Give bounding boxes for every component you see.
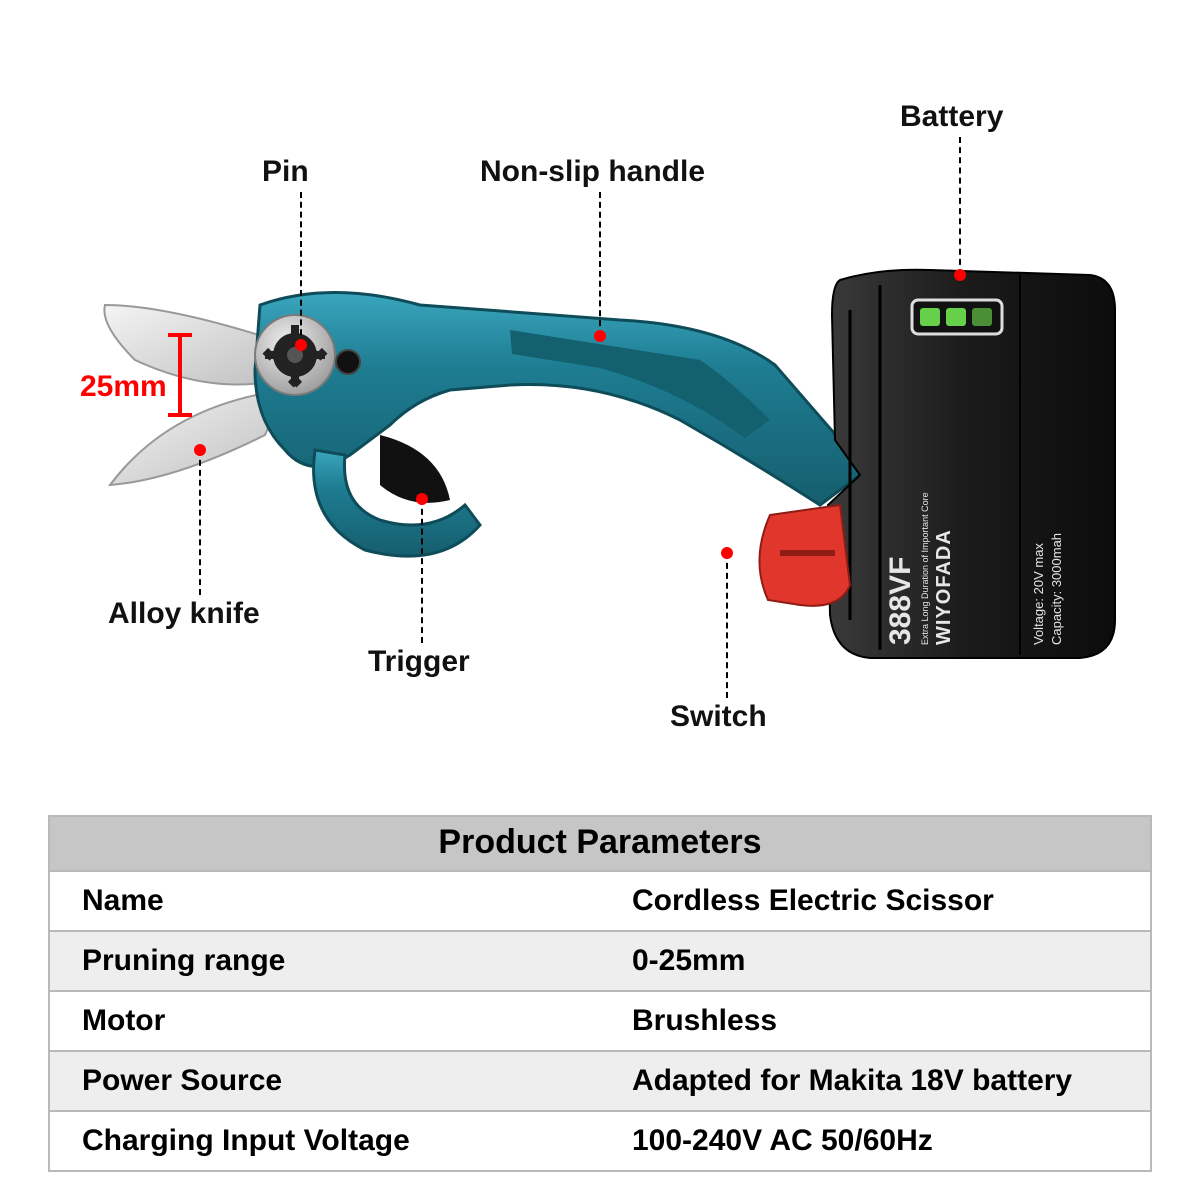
- callout-trigger-dot: [416, 493, 428, 505]
- callout-handle-dot: [594, 330, 606, 342]
- param-value: 100-240V AC 50/60Hz: [600, 1112, 1150, 1170]
- table-row: Motor Brushless: [50, 992, 1150, 1052]
- parameters-title: Product Parameters: [50, 817, 1150, 872]
- table-row: Charging Input Voltage 100-240V AC 50/60…: [50, 1112, 1150, 1170]
- callout-pin-dot: [295, 339, 307, 351]
- callout-battery-dot: [954, 269, 966, 281]
- battery-model: 388VF: [884, 557, 917, 645]
- callout-trigger-label: Trigger: [368, 645, 470, 679]
- parameters-table: Product Parameters Name Cordless Electri…: [48, 815, 1152, 1172]
- battery-brand: WIYOFADA: [933, 529, 955, 645]
- callout-alloy-leader: [199, 450, 201, 595]
- trigger: [380, 435, 450, 503]
- param-value: Cordless Electric Scissor: [600, 872, 1150, 930]
- battery-line1: Extra Long Duration of Important Core: [920, 492, 930, 645]
- measurement-cap-bot: [168, 413, 192, 417]
- callout-switch-label: Switch: [670, 700, 767, 734]
- callout-pin-label: Pin: [262, 155, 309, 189]
- table-row: Pruning range 0-25mm: [50, 932, 1150, 992]
- callout-battery-leader: [959, 137, 961, 275]
- measurement-label: 25mm: [80, 370, 167, 404]
- callout-pin-leader: [300, 192, 302, 345]
- callout-alloy-dot: [194, 444, 206, 456]
- pin-screw: [336, 350, 360, 374]
- param-value: 0-25mm: [600, 932, 1150, 990]
- callout-switch-dot: [721, 547, 733, 559]
- param-label: Pruning range: [50, 932, 600, 990]
- param-label: Name: [50, 872, 600, 930]
- product-diagram: 388VF Extra Long Duration of Important C…: [0, 0, 1200, 770]
- callout-switch-leader: [726, 553, 728, 698]
- svg-text:Capacity: 3000mah: Capacity: 3000mah: [1049, 533, 1064, 645]
- svg-text:Voltage: 20V max: Voltage: 20V max: [1031, 543, 1046, 645]
- measurement-cap-top: [168, 333, 192, 337]
- table-row: Name Cordless Electric Scissor: [50, 872, 1150, 932]
- param-label: Motor: [50, 992, 600, 1050]
- param-label: Power Source: [50, 1052, 600, 1110]
- param-value: Brushless: [600, 992, 1150, 1050]
- table-row: Power Source Adapted for Makita 18V batt…: [50, 1052, 1150, 1112]
- callout-handle-label: Non-slip handle: [480, 155, 705, 189]
- callout-trigger-leader: [421, 499, 423, 643]
- callout-battery-label: Battery: [900, 100, 1003, 134]
- callout-handle-leader: [599, 192, 601, 336]
- callout-alloy-label: Alloy knife: [108, 597, 260, 631]
- measurement-bar: [178, 335, 182, 415]
- param-value: Adapted for Makita 18V battery: [600, 1052, 1150, 1110]
- param-label: Charging Input Voltage: [50, 1112, 600, 1170]
